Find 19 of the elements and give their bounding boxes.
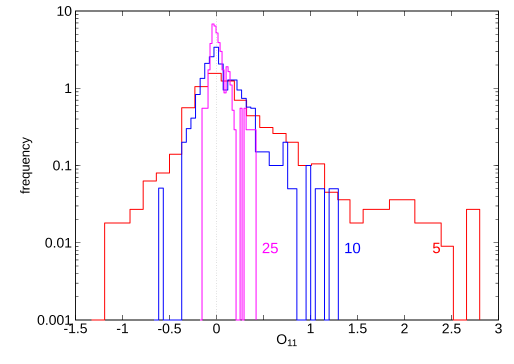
y-axis-title: frequency	[20, 137, 32, 194]
x-tick-label: 0	[213, 324, 220, 334]
y-tick-label: 0.01	[45, 238, 72, 248]
y-tick-label: 10	[58, 6, 72, 16]
x-axis-title: O$_{11}$	[276, 334, 297, 346]
x-tick-label: -1	[116, 324, 128, 334]
series-label: 5	[432, 242, 440, 254]
x-tick-label: 2	[401, 324, 408, 334]
x-tick-label: 2.5	[442, 324, 461, 334]
x-tick-label: 3	[495, 324, 502, 334]
series-label: 10	[345, 242, 360, 254]
y-tick-label: 1	[65, 83, 72, 94]
y-tick-label: 0.001	[38, 315, 72, 325]
x-tick-label: -1.5	[64, 324, 87, 334]
y-tick-label: 0.1	[53, 160, 72, 170]
x-tick-label: -0.5	[158, 324, 181, 334]
x-tick-label: 1.5	[348, 324, 367, 334]
x-tick-label: 1	[308, 324, 314, 334]
series-label: 25	[262, 242, 278, 254]
